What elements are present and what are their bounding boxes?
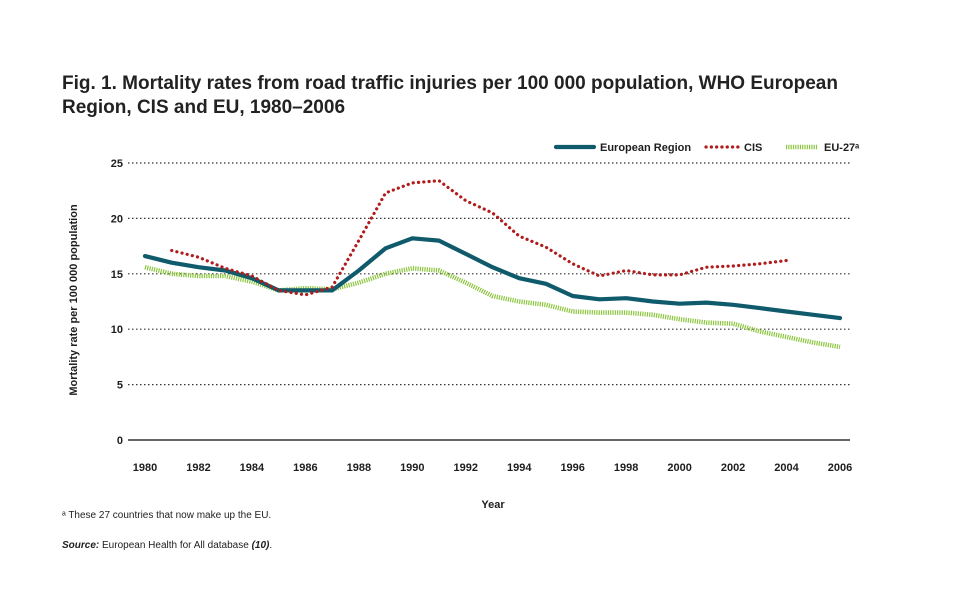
source-label: Source: xyxy=(62,540,100,551)
series-line-0 xyxy=(142,236,843,321)
source-note: Source: European Health for All database… xyxy=(62,540,272,551)
y-tick-label: 20 xyxy=(111,213,123,225)
gridlines xyxy=(128,162,850,441)
series-lines xyxy=(142,179,843,350)
footnote: ᵃ These 27 countries that now make up th… xyxy=(62,510,272,521)
source-reference: (10) xyxy=(251,540,270,551)
legend-label-1: CIS xyxy=(744,142,762,154)
x-tick-label: 2004 xyxy=(774,462,799,474)
source-text: European Health for All database xyxy=(99,540,252,551)
x-tick-label: 1980 xyxy=(133,462,157,474)
chart-title: Fig. 1. Mortality rates from road traffi… xyxy=(62,73,838,118)
x-axis-label: Year xyxy=(481,499,505,511)
y-tick-label: 0 xyxy=(117,435,123,447)
x-tick-label: 1988 xyxy=(347,462,371,474)
x-tick-label: 1990 xyxy=(400,462,424,474)
source-end: . xyxy=(269,540,273,551)
y-tick-label: 10 xyxy=(111,324,123,336)
x-tick-label: 1996 xyxy=(560,462,584,474)
legend: European Region CIS EU-27ᵃ xyxy=(553,142,860,154)
y-tick-labels: 0 5 10 15 20 25 xyxy=(111,158,123,447)
x-tick-label: 2002 xyxy=(721,462,745,474)
x-tick-label: 1986 xyxy=(293,462,317,474)
x-tick-label: 1984 xyxy=(240,462,265,474)
x-tick-label: 1994 xyxy=(507,462,532,474)
x-tick-label: 1982 xyxy=(186,462,210,474)
y-tick-label: 15 xyxy=(111,269,123,281)
x-tick-label: 2000 xyxy=(667,462,691,474)
y-tick-label: 5 xyxy=(117,380,123,392)
series-line-1 xyxy=(170,179,789,297)
x-tick-labels: 1980 1982 1984 1986 1988 1990 1992 1994 1996 1998… xyxy=(133,462,852,474)
y-axis-label: Mortality rate per 100 000 population xyxy=(68,204,80,396)
legend-label-2: EU-27ᵃ xyxy=(824,142,860,154)
x-tick-label: 2006 xyxy=(828,462,852,474)
y-tick-label: 25 xyxy=(111,158,123,170)
legend-label-0: European Region xyxy=(600,142,691,154)
x-tick-label: 1992 xyxy=(454,462,478,474)
x-tick-label: 1998 xyxy=(614,462,638,474)
